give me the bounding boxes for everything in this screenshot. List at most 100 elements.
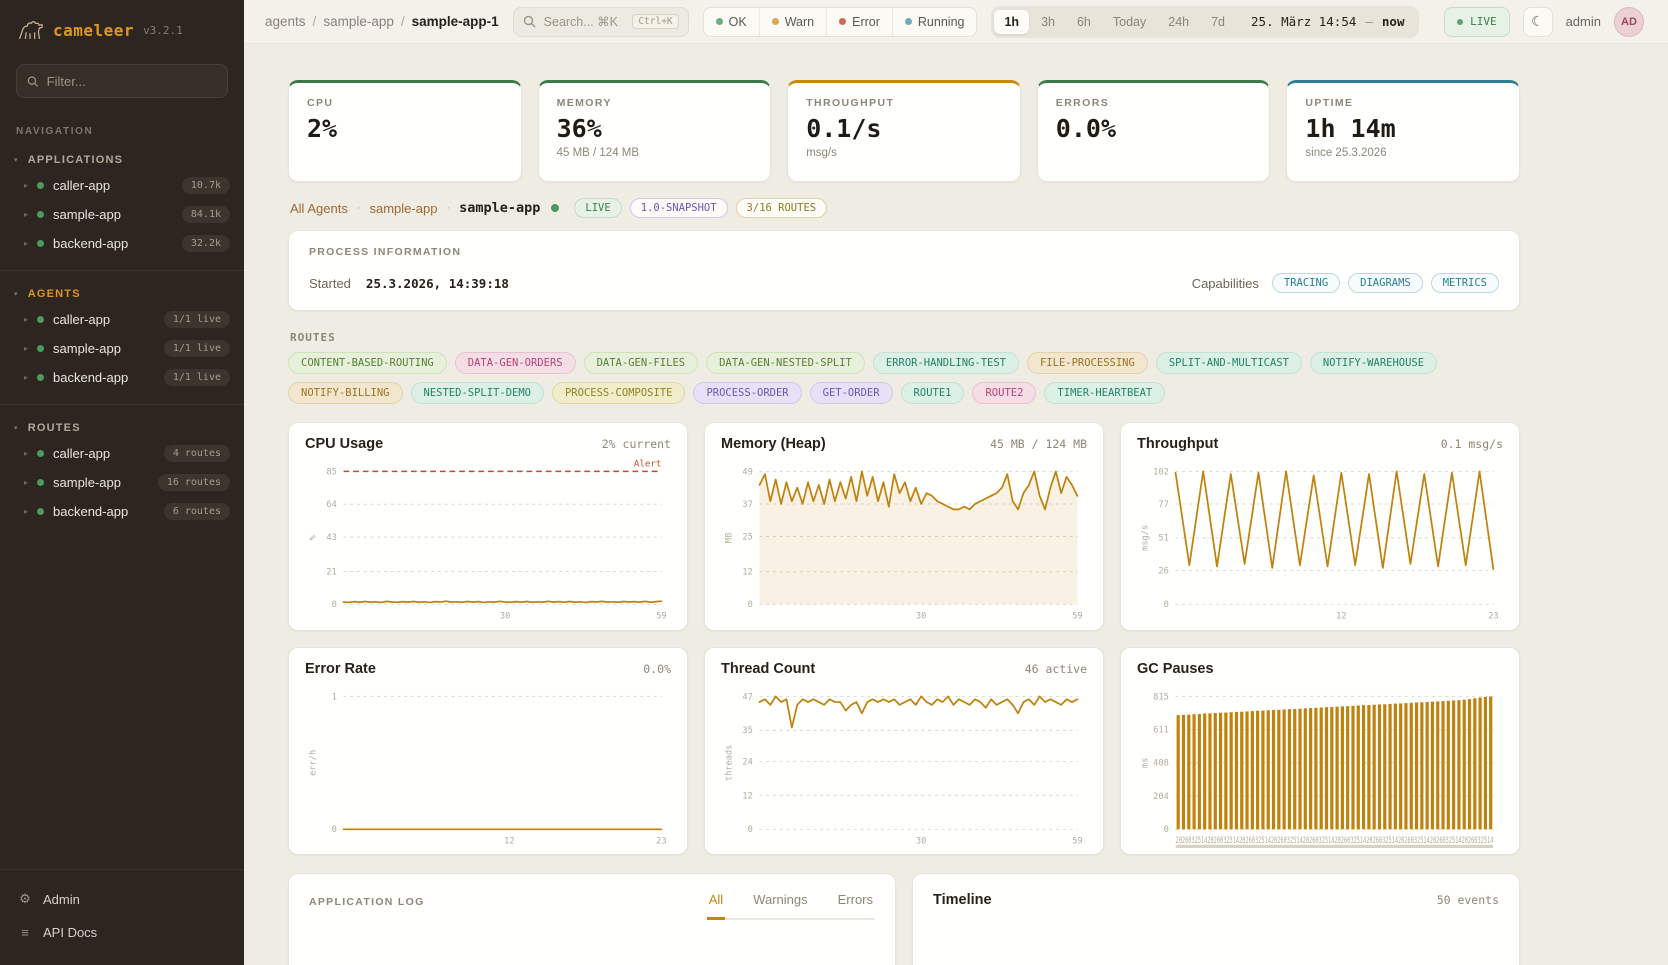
sidebar-item-caller-app[interactable]: ▸ caller-app 10.7k [0,171,244,200]
nav-section-header-routes[interactable]: ▾ ROUTES [0,417,244,439]
route-tag-notify-billing[interactable]: NOTIFY-BILLING [288,382,403,404]
sidebar-item-badge: 16 routes [157,474,230,491]
svg-text:30: 30 [916,612,926,622]
agent-breadcrumb-link-all-agents[interactable]: All Agents [290,200,348,216]
route-tag-route2[interactable]: ROUTE2 [972,382,1037,404]
live-dot-icon [1457,18,1464,25]
search-shortcut-kbd: Ctrl+K [632,14,679,29]
time-range-3h[interactable]: 3h [1031,10,1065,34]
tab-all[interactable]: All [706,892,726,921]
svg-text:0: 0 [748,600,753,610]
chart-header: Thread Count 46 active [721,661,1087,677]
time-range-24h[interactable]: 24h [1158,10,1199,34]
tab-errors[interactable]: Errors [837,892,873,908]
route-tag-process-composite[interactable]: PROCESS-COMPOSITE [551,382,686,404]
avatar[interactable]: AD [1614,6,1644,37]
filter-field[interactable] [46,73,217,89]
sidebar-item-sample-app[interactable]: ▸ sample-app 16 routes [0,468,244,497]
breadcrumb: agents / sample-app / sample-app-1 [265,14,499,29]
footer-item-admin[interactable]: ⚙ Admin [0,882,244,916]
svg-text:408: 408 [1153,758,1169,768]
tab-warnings[interactable]: Warnings [753,892,808,908]
route-tag-timer-heartbeat[interactable]: TIMER-HEARTBEAT [1044,382,1166,404]
chart-card-error-rate: Error Rate 0.0% 0 1 12 23 err/h [288,646,688,856]
logo[interactable]: cameleer v3.2.1 [0,0,244,54]
stat-sub: since 25.3.2026 [1305,147,1387,159]
route-tag-split-and-multicast[interactable]: SPLIT-AND-MULTICAST [1155,352,1302,374]
svg-text:Alert: Alert [634,460,661,470]
time-range-1h[interactable]: 1h [994,9,1030,34]
chart-header-value: 0.0% [643,661,671,676]
status-filter-label: Warn [784,14,815,29]
chart-canvas-error-rate: 0 1 12 23 err/h [309,692,667,846]
badge-3-16-routes: 3/16 ROUTES [735,198,828,218]
time-range-display[interactable]: 25. März 14:54 – now [1237,14,1416,29]
breadcrumb-sample-app[interactable]: sample-app [323,14,394,29]
sidebar-item-sample-app[interactable]: ▸ sample-app 84.1k [0,200,244,229]
sidebar-filter-input[interactable] [16,64,228,98]
moon-icon: ☾ [1531,13,1544,29]
route-tag-nested-split-demo[interactable]: NESTED-SPLIT-DEMO [410,382,544,404]
route-tag-process-order[interactable]: PROCESS-ORDER [693,382,802,404]
nav-section-header-applications[interactable]: ▾ APPLICATIONS [0,149,244,171]
nav-section-header-agents[interactable]: ▾ AGENTS [0,283,244,305]
route-tag-content-based-routing[interactable]: CONTENT-BASED-ROUTING [288,352,447,374]
sidebar-item-label: caller-app [53,312,111,327]
sidebar-item-caller-app[interactable]: ▸ caller-app 1/1 live [0,305,244,334]
nav-divider [0,404,244,405]
theme-toggle-button[interactable]: ☾ [1522,6,1553,37]
status-filter-warn[interactable]: Warn [760,7,828,36]
timeline-title: Timeline [933,892,992,909]
sidebar-item-backend-app[interactable]: ▸ backend-app 32.2k [0,229,244,258]
sidebar-item-sample-app[interactable]: ▸ sample-app 1/1 live [0,334,244,363]
agent-links: All Agents · sample-app · [290,201,450,216]
svg-text:102: 102 [1153,467,1169,477]
status-filter-running[interactable]: Running [893,8,977,36]
svg-text:77: 77 [1158,500,1168,510]
route-tag-error-handling-test[interactable]: ERROR-HANDLING-TEST [872,352,1019,374]
route-tag-data-gen-nested-split[interactable]: DATA-GEN-NESTED-SPLIT [706,352,865,374]
svg-text:12: 12 [742,791,752,801]
chart-header-value: 46 active [1024,661,1087,676]
breadcrumb-agents[interactable]: agents [265,14,306,29]
stat-label: UPTIME [1305,97,1354,109]
sidebar-item-backend-app[interactable]: ▸ backend-app 6 routes [0,497,244,526]
svg-text:%: % [309,534,319,540]
svg-text:threads: threads [725,744,735,780]
status-dot-icon [37,374,45,381]
global-search-input[interactable]: Search... ⌘K Ctrl+K [512,6,689,37]
svg-text:204: 204 [1153,792,1169,802]
route-tag-data-gen-orders[interactable]: DATA-GEN-ORDERS [454,352,576,374]
route-tag-data-gen-files[interactable]: DATA-GEN-FILES [583,352,699,374]
footer-item-api-docs[interactable]: ≡ API Docs [0,916,244,949]
sidebar-item-backend-app[interactable]: ▸ backend-app 1/1 live [0,363,244,392]
status-filter-error[interactable]: Error [827,7,893,36]
svg-text:12: 12 [504,836,514,846]
status-filter-ok[interactable]: OK [704,7,760,36]
route-tag-file-processing[interactable]: FILE-PROCESSING [1026,352,1148,374]
nav-section-label: ROUTES [27,422,81,434]
time-range-7d[interactable]: 7d [1201,10,1235,34]
nav-divider [0,270,244,271]
status-dot-icon [37,240,45,247]
search-icon [523,15,536,28]
svg-text:30: 30 [500,612,510,622]
status-dot-icon [715,18,723,25]
time-range-today[interactable]: Today [1103,10,1156,34]
status-dot-icon [839,18,847,25]
application-log-title: APPLICATION LOG [309,896,425,909]
time-range-6h[interactable]: 6h [1067,10,1101,34]
sidebar-item-badge: 10.7k [181,177,230,194]
route-tag-route1[interactable]: ROUTE1 [900,382,965,404]
route-tag-get-order[interactable]: GET-ORDER [809,382,893,404]
route-tag-notify-warehouse[interactable]: NOTIFY-WAREHOUSE [1309,352,1438,374]
started-value: 25.3.2026, 14:39:18 [365,275,509,291]
agent-badges: LIVE 1.0-SNAPSHOT 3/16 ROUTES [574,198,828,218]
sidebar-item-caller-app[interactable]: ▸ caller-app 4 routes [0,439,244,468]
sidebar-item-label: sample-app [53,341,121,356]
live-toggle[interactable]: LIVE [1444,6,1510,37]
svg-text:msg/s: msg/s [1141,525,1151,551]
agent-breadcrumb-link-sample-app[interactable]: sample-app [369,200,438,216]
routes-section-title: ROUTES [290,331,336,344]
chart-title: CPU Usage [305,436,384,452]
